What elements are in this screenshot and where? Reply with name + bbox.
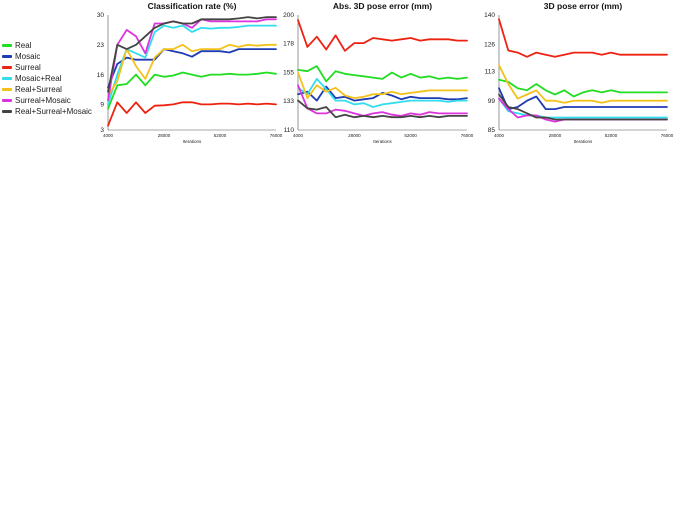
y-tick-label: 3 [100,127,104,134]
x-tick-label: 76000 [461,133,474,138]
x-tick-label: 28000 [549,133,562,138]
chart-title: 3D pose error (mm) [544,1,623,11]
y-tick-label: 126 [484,41,495,48]
legend-label: Real+Surreal+Mosaic [15,107,92,116]
chart-title: Abs. 3D pose error (mm) [333,1,432,11]
series-line [498,87,668,110]
legend-item: Real+Surreal [2,84,92,95]
y-tick-label: 200 [283,12,294,19]
y-tick-label: 30 [97,12,105,19]
legend-swatch [2,66,12,70]
legend-item: Mosaic [2,51,92,62]
y-tick-label: 133 [283,98,294,105]
x-tick-label: 4000 [494,133,505,138]
series-line [297,85,468,102]
series-line [107,24,277,106]
legend-item: Real [2,40,92,51]
legend-label: Surreal [15,63,41,72]
x-axis-label: Iterations [183,139,202,144]
legend-item: Surreal [2,62,92,73]
x-tick-label: 76000 [661,133,674,138]
series-line [297,65,468,83]
legend-label: Surreal+Mosaic [15,96,71,105]
series-line [107,18,277,102]
series-line [498,93,668,121]
series-line [107,16,277,93]
y-tick-label: 155 [283,70,294,77]
y-tick-label: 23 [97,42,105,49]
legend-swatch [2,88,12,92]
legend-swatch [2,77,12,81]
x-tick-label: 28000 [348,133,361,138]
legend-label: Real+Surreal [15,85,62,94]
y-tick-label: 85 [488,127,496,134]
x-tick-label: 4000 [103,133,114,138]
x-tick-label: 28000 [158,133,171,138]
legend-swatch [2,44,12,48]
series-line [107,48,277,89]
series-line [297,19,468,52]
series-line [297,84,468,117]
legend-swatch [2,55,12,59]
legend-label: Mosaic [15,52,41,61]
legend: Real Mosaic Surreal Mosaic+Real Real+Surreal… [2,40,92,117]
series-line [498,78,668,98]
y-tick-label: 113 [485,69,496,76]
y-tick-label: 99 [488,98,496,105]
legend-swatch [2,110,12,114]
series-line [107,43,277,97]
x-tick-label: 52000 [605,133,618,138]
legend-swatch [2,99,12,103]
y-tick-label: 178 [283,40,294,47]
x-tick-label: 52000 [214,133,227,138]
y-tick-label: 140 [484,12,495,19]
legend-item: Surreal+Mosaic [2,95,92,106]
x-tick-label: 76000 [270,133,283,138]
y-tick-label: 9 [100,102,104,109]
y-tick-label: 110 [284,127,295,134]
series-line [297,71,468,99]
series-line [297,99,468,119]
x-axis-label: Iterations [373,139,392,144]
legend-label: Real [15,41,32,50]
series-line [498,18,668,58]
y-tick-label: 16 [97,72,105,79]
chart-title: Classification rate (%) [148,1,237,11]
legend-item: Mosaic+Real [2,73,92,84]
x-tick-label: 4000 [293,133,304,138]
x-tick-label: 52000 [404,133,417,138]
series-line [498,64,668,104]
legend-item: Real+Surreal+Mosaic [2,106,92,117]
series-line [107,101,277,127]
legend-label: Mosaic+Real [15,74,62,83]
series-line [107,71,277,110]
x-axis-label: Iterations [574,139,593,144]
series-line [297,78,468,108]
